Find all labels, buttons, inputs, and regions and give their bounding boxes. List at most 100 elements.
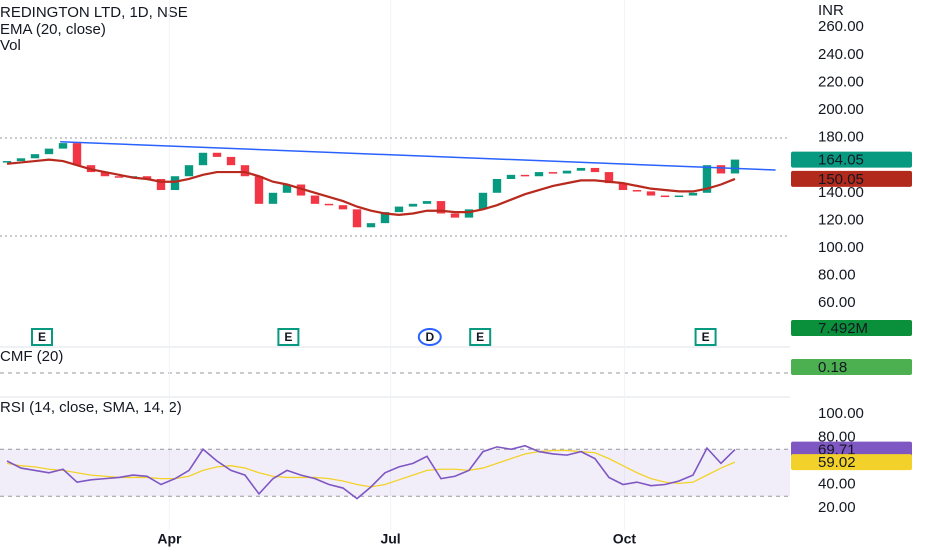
candle <box>730 159 740 174</box>
rsi-tick-label: 40.00 <box>818 475 856 492</box>
rsi-tick-label: 20.00 <box>818 499 856 516</box>
rsi-band <box>0 449 790 497</box>
candle <box>338 205 348 210</box>
dividend-marker <box>417 328 442 346</box>
candle <box>212 152 222 157</box>
currency: INR <box>818 2 844 19</box>
y-tick-label: 200.00 <box>818 101 864 118</box>
candle <box>520 174 530 177</box>
candle <box>198 152 208 166</box>
candle <box>44 148 54 155</box>
rsi-sma-last-box <box>791 454 912 471</box>
candle <box>296 184 306 196</box>
candle <box>674 195 684 198</box>
earnings-marker <box>694 328 717 346</box>
cmf-title: CMF (20) <box>0 348 63 365</box>
x-tick-label: Oct <box>613 531 637 547</box>
candle <box>534 172 544 177</box>
candle <box>254 176 264 204</box>
candle <box>478 192 488 210</box>
candle <box>450 213 460 218</box>
event-label: E <box>284 330 292 344</box>
y-tick-label: 180.00 <box>818 129 864 146</box>
candle <box>618 183 628 191</box>
rsi-sma-last: 59.02 <box>818 454 856 471</box>
candle <box>506 174 516 179</box>
ema-last-box <box>791 170 912 187</box>
candle <box>646 191 656 196</box>
candle <box>100 172 110 177</box>
candle <box>142 176 152 179</box>
candle <box>58 143 68 149</box>
y-tick-label: 60.00 <box>818 294 856 311</box>
rsi-tick-label: 80.00 <box>818 428 856 445</box>
candle <box>184 165 194 177</box>
ema-last: 150.05 <box>818 171 864 188</box>
candle <box>576 167 586 171</box>
candle <box>30 154 40 159</box>
chart-title: REDINGTON LTD, 1D, NSE <box>0 4 188 21</box>
rsi-title: RSI (14, close, SMA, 14, 2) <box>0 399 182 416</box>
candle <box>170 176 180 191</box>
candle <box>688 192 698 196</box>
volume-last: 7.492M <box>818 320 868 337</box>
candle <box>702 165 712 193</box>
candle <box>604 172 614 184</box>
candle <box>716 165 726 174</box>
candle <box>156 178 166 191</box>
earnings-marker <box>469 328 492 346</box>
earnings-marker <box>277 328 300 346</box>
y-tick-label: 220.00 <box>818 73 864 90</box>
y-tick-label: 260.00 <box>818 18 864 35</box>
candle <box>16 158 26 162</box>
candle <box>226 156 236 166</box>
last-price: 164.05 <box>818 152 864 169</box>
earnings-marker <box>30 328 53 346</box>
last-price-box <box>791 151 912 168</box>
volume-last-box <box>791 320 912 336</box>
candle <box>422 201 432 204</box>
cmf-last: 0.18 <box>818 359 847 376</box>
candle <box>240 165 250 177</box>
y-tick-label: 140.00 <box>818 184 864 201</box>
rsi-tick-label: 100.00 <box>818 405 864 422</box>
ema-line <box>6 158 736 216</box>
candle <box>562 170 572 174</box>
event-label: E <box>476 330 484 344</box>
y-tick-label: 120.00 <box>818 211 864 228</box>
trendline <box>60 140 776 171</box>
candle <box>660 195 670 198</box>
candle <box>2 161 12 163</box>
rsi-line <box>6 444 736 500</box>
x-tick-label: Jul <box>380 531 400 547</box>
candle <box>352 209 362 228</box>
candle <box>310 195 320 204</box>
candle <box>590 167 600 173</box>
candle <box>114 176 124 178</box>
candle <box>282 184 292 193</box>
x-tick-label: Apr <box>157 531 182 547</box>
event-label: E <box>702 330 710 344</box>
rsi-last-box <box>791 441 912 458</box>
candle <box>632 190 642 192</box>
candle <box>492 178 502 193</box>
candle <box>548 172 558 174</box>
cmf-last-box <box>791 359 912 375</box>
y-tick-label: 100.00 <box>818 239 864 256</box>
candle <box>366 223 376 228</box>
y-tick-label: 80.00 <box>818 267 856 284</box>
event-label: E <box>38 330 46 344</box>
candle <box>464 209 474 218</box>
event-label: D <box>425 330 434 344</box>
y-tick-label: 240.00 <box>818 46 864 63</box>
candle <box>436 201 446 214</box>
ema-label: EMA (20, close) <box>0 21 106 38</box>
candle <box>268 192 278 204</box>
candle <box>394 206 404 213</box>
vol-label: Vol <box>0 37 21 54</box>
candle <box>408 203 418 207</box>
candle <box>380 212 390 224</box>
candle <box>324 203 334 206</box>
